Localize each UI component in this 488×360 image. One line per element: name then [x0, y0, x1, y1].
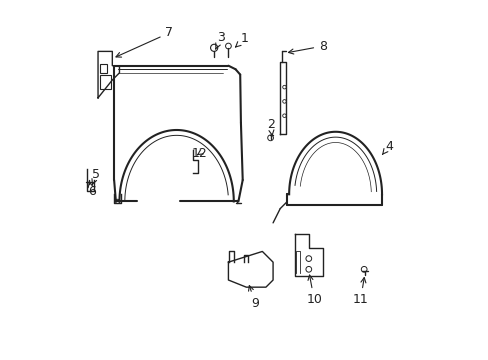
Text: 12: 12: [192, 147, 207, 160]
Text: 11: 11: [352, 278, 368, 306]
Text: 6: 6: [87, 182, 95, 198]
Text: 2: 2: [266, 118, 274, 135]
Text: 5: 5: [92, 168, 100, 184]
Text: 4: 4: [382, 140, 392, 154]
Text: 1: 1: [235, 32, 248, 47]
Bar: [100, 75, 110, 89]
Text: 3: 3: [215, 31, 225, 49]
Text: 8: 8: [288, 40, 326, 54]
Bar: [100, 64, 107, 73]
Text: 9: 9: [248, 285, 259, 310]
Text: 7: 7: [116, 26, 173, 57]
Text: 10: 10: [305, 275, 322, 306]
